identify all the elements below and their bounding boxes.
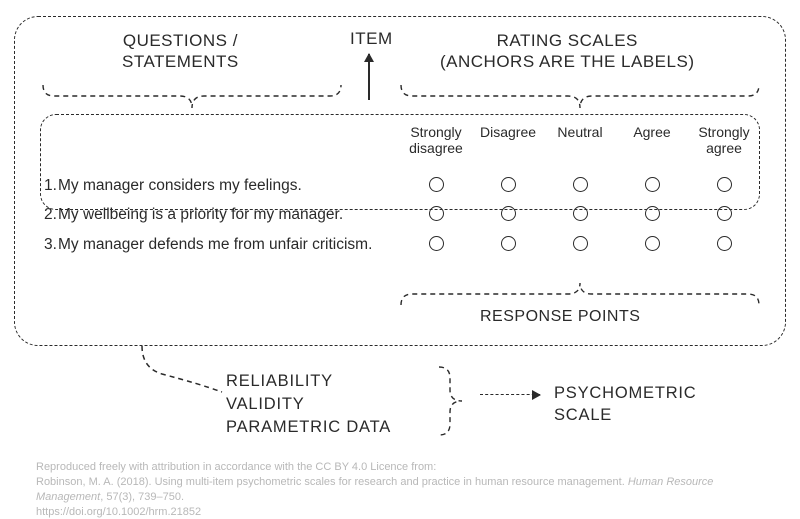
statement-row: 2.My wellbeing is a priority for my mana… bbox=[44, 205, 764, 224]
response-point-icon bbox=[573, 236, 588, 251]
response-point-icon bbox=[573, 206, 588, 221]
statement-num: 3. bbox=[44, 235, 58, 254]
label-validity: VALIDITY bbox=[226, 393, 391, 416]
statements-block: 1.My manager considers my feelings. 2.My… bbox=[44, 176, 764, 264]
response-point-icon bbox=[573, 177, 588, 192]
response-circles bbox=[400, 205, 760, 221]
attr-span: , 57(3), 739–750. bbox=[100, 491, 184, 503]
statement-row: 3.My manager defends me from unfair crit… bbox=[44, 235, 764, 254]
statement-text: 3.My manager defends me from unfair crit… bbox=[44, 235, 400, 254]
label-psychometric: PSYCHOMETRICSCALE bbox=[554, 382, 697, 427]
attr-span: Robinson, M. A. (2018). Using multi-item… bbox=[36, 476, 628, 488]
response-point-icon bbox=[501, 236, 516, 251]
label-parametric: PARAMETRIC DATA bbox=[226, 416, 391, 439]
label-reliability: RELIABILITY bbox=[226, 370, 391, 393]
response-point-icon bbox=[717, 206, 732, 221]
tail-connector-icon bbox=[140, 344, 230, 398]
brace-right-icon bbox=[438, 366, 468, 436]
attribution-line: Reproduced freely with attribution in ac… bbox=[36, 460, 776, 475]
label-response-points: RESPONSE POINTS bbox=[480, 308, 640, 326]
label-text: PSYCHOMETRICSCALE bbox=[554, 384, 697, 424]
statement-body: My manager considers my feelings. bbox=[58, 177, 302, 194]
response-point-icon bbox=[717, 177, 732, 192]
response-point-icon bbox=[429, 206, 444, 221]
response-circles bbox=[400, 235, 760, 251]
response-point-icon bbox=[429, 177, 444, 192]
response-point-icon bbox=[501, 206, 516, 221]
rating-header: Agree bbox=[616, 124, 688, 156]
statement-body: My wellbeing is a priority for my manage… bbox=[58, 206, 343, 223]
statement-row: 1.My manager considers my feelings. bbox=[44, 176, 764, 195]
response-circles bbox=[400, 176, 760, 192]
response-point-icon bbox=[645, 206, 660, 221]
label-text: RATING SCALES(ANCHORS ARE THE LABELS) bbox=[440, 31, 694, 71]
statement-text: 2.My wellbeing is a priority for my mana… bbox=[44, 205, 400, 224]
item-arrow-icon bbox=[368, 54, 370, 100]
statement-num: 2. bbox=[44, 205, 58, 224]
response-point-icon bbox=[717, 236, 732, 251]
label-rating-scales: RATING SCALES(ANCHORS ARE THE LABELS) bbox=[440, 30, 694, 73]
statement-num: 1. bbox=[44, 176, 58, 195]
attribution-line: Robinson, M. A. (2018). Using multi-item… bbox=[36, 475, 776, 505]
response-point-icon bbox=[645, 177, 660, 192]
rating-headers: Strongly disagree Disagree Neutral Agree… bbox=[400, 124, 760, 156]
rating-header: Disagree bbox=[472, 124, 544, 156]
response-point-icon bbox=[645, 236, 660, 251]
label-text: QUESTIONS /STATEMENTS bbox=[122, 31, 239, 71]
response-point-icon bbox=[429, 236, 444, 251]
dash-arrow-icon bbox=[480, 394, 540, 395]
response-point-icon bbox=[501, 177, 516, 192]
rating-header: Strongly disagree bbox=[400, 124, 472, 156]
attribution-line: https://doi.org/10.1002/hrm.21852 bbox=[36, 505, 776, 519]
rating-header: Strongly agree bbox=[688, 124, 760, 156]
statement-text: 1.My manager considers my feelings. bbox=[44, 176, 400, 195]
statement-body: My manager defends me from unfair critic… bbox=[58, 236, 372, 253]
rating-header: Neutral bbox=[544, 124, 616, 156]
label-questions: QUESTIONS /STATEMENTS bbox=[122, 30, 239, 73]
label-item: ITEM bbox=[350, 28, 393, 49]
reliability-block: RELIABILITY VALIDITY PARAMETRIC DATA bbox=[226, 370, 391, 439]
attribution-text: Reproduced freely with attribution in ac… bbox=[36, 460, 776, 519]
